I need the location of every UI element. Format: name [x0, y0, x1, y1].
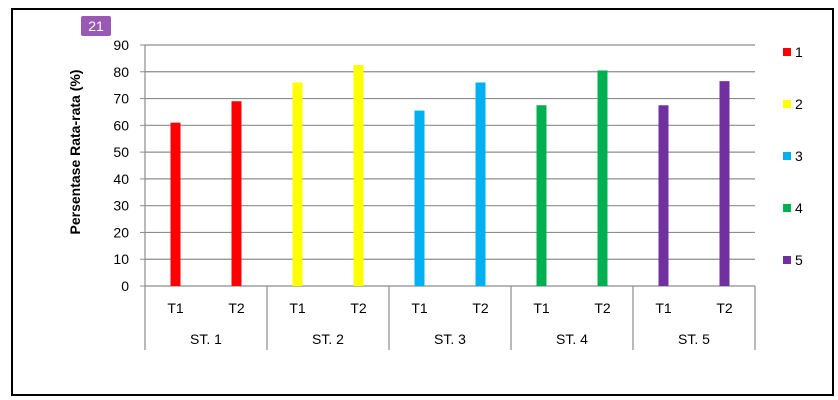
legend-swatch	[783, 256, 791, 264]
y-axis-title: Persentase Rata-rata (%)	[67, 70, 83, 235]
bars	[170, 65, 730, 287]
group-label: ST. 3	[434, 331, 466, 347]
y-axis-tick-labels: 0 10 20 30 40 50 60 70 80 90	[113, 37, 129, 294]
y-tick-label: 90	[113, 37, 129, 53]
legend-swatch	[783, 152, 791, 160]
bar	[475, 82, 486, 286]
bar	[353, 65, 364, 286]
x-tick-label: T2	[228, 300, 245, 316]
y-tick-label: 70	[113, 91, 129, 107]
legend-label: 5	[795, 252, 803, 268]
group-label: ST. 4	[556, 331, 588, 347]
x-tick-label: T2	[716, 300, 733, 316]
bar	[170, 122, 181, 287]
y-tick-label: 30	[113, 198, 129, 214]
y-tick-label: 80	[113, 64, 129, 80]
x-tick-label: T1	[411, 300, 428, 316]
group-label: ST. 2	[312, 331, 344, 347]
bar	[719, 81, 730, 287]
y-tick-label: 40	[113, 171, 129, 187]
bar	[231, 101, 242, 286]
legend-label: 4	[795, 200, 803, 216]
x-tick-label: T1	[655, 300, 672, 316]
bar	[292, 82, 303, 286]
legend-label: 2	[795, 96, 803, 112]
group-label: ST. 1	[190, 331, 222, 347]
legend-label: 3	[795, 148, 803, 164]
y-tick-label: 0	[121, 278, 129, 294]
x-tick-label: T2	[350, 300, 367, 316]
y-tick-label: 20	[113, 224, 129, 240]
bar	[597, 70, 608, 286]
x-axis-labels: T1 T2 ST. 1 T1 T2 ST. 2 T1 T2 ST. 3 T1 T2 ST. 4 T1 T2…	[167, 300, 733, 347]
x-tick-label: T2	[594, 300, 611, 316]
x-tick-label: T2	[472, 300, 489, 316]
y-tick-label: 10	[113, 251, 129, 267]
legend: 1 2 3 4 5	[783, 44, 803, 268]
gridlines	[145, 44, 755, 260]
x-tick-label: T1	[289, 300, 306, 316]
y-tick-label: 60	[113, 117, 129, 133]
bar	[658, 105, 669, 286]
bar	[536, 105, 547, 286]
legend-swatch	[783, 100, 791, 108]
figure-number-badge: 21	[81, 16, 111, 36]
bar	[414, 110, 425, 286]
legend-swatch	[783, 48, 791, 56]
legend-label: 1	[795, 44, 803, 60]
axes	[140, 44, 756, 350]
x-tick-label: T1	[533, 300, 550, 316]
legend-swatch	[783, 204, 791, 212]
group-label: ST. 5	[678, 331, 710, 347]
x-tick-label: T1	[167, 300, 184, 316]
y-tick-label: 50	[113, 144, 129, 160]
